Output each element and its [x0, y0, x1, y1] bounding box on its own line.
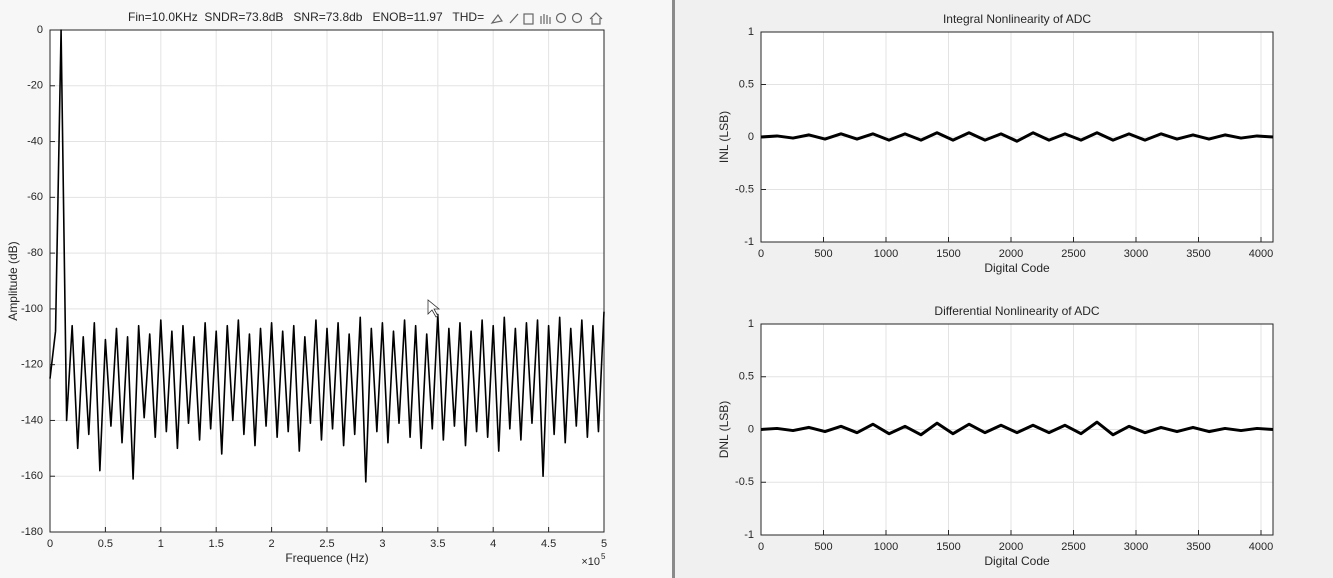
x-tick-label: 2: [269, 538, 275, 550]
axes-box: [49, 29, 605, 533]
y-axis-label: DNL (LSB): [717, 401, 731, 459]
data-tip-icon[interactable]: [490, 13, 503, 24]
toolbar[interactable]: [490, 12, 603, 25]
y-tick-label: -160: [21, 470, 43, 482]
y-tick-label: -60: [27, 191, 43, 203]
y-tick-label: -180: [21, 526, 43, 538]
home-icon[interactable]: [589, 12, 603, 25]
x-tick-label: 1000: [874, 248, 898, 260]
x-tick-label: 3000: [1124, 541, 1148, 553]
y-tick-label: -20: [27, 80, 43, 92]
y-tick-label: -100: [21, 303, 43, 315]
x-tick-label: 3.5: [430, 538, 445, 550]
chart-title: Differential Nonlinearity of ADC: [934, 304, 1100, 318]
x-tick-label: 2000: [999, 541, 1023, 553]
data-line: [49, 29, 605, 483]
pan-icon[interactable]: [540, 14, 551, 24]
x-tick-label: 0: [758, 248, 764, 260]
y-axis-label: INL (LSB): [717, 111, 731, 163]
x-tick-label: 500: [814, 541, 832, 553]
x-multiplier: ×10: [581, 556, 600, 568]
y-tick-label: 0.5: [739, 371, 754, 383]
x-tick-label: 1.5: [209, 538, 224, 550]
x-tick-label: 4: [490, 538, 496, 550]
y-tick-label: -1: [744, 236, 754, 248]
y-tick-label: -1: [744, 529, 754, 541]
x-tick-label: 3000: [1124, 248, 1148, 260]
x-tick-label: 3500: [1186, 248, 1210, 260]
y-tick-label: -0.5: [735, 183, 754, 195]
y-tick-label: -80: [27, 247, 43, 259]
x-tick-label: 1500: [936, 541, 960, 553]
cursor: [427, 299, 441, 318]
y-tick-label: 0.5: [739, 78, 754, 90]
chart-title: Fin=10.0KHz SNDR=73.8dB SNR=73.8db ENOB=…: [128, 10, 484, 24]
x-tick-label: 4000: [1249, 248, 1273, 260]
chart-title: Integral Nonlinearity of ADC: [943, 12, 1091, 26]
x-tick-label: 1: [158, 538, 164, 550]
x-tick-label: 0: [47, 538, 53, 550]
y-tick-label: 0: [748, 423, 754, 435]
x-tick-label: 3: [379, 538, 385, 550]
data-line: [760, 420, 1274, 437]
x-tick-label: 2500: [1061, 248, 1085, 260]
zoom-in-icon[interactable]: [555, 12, 567, 24]
y-tick-label: -0.5: [735, 476, 754, 488]
y-tick-label: 1: [748, 318, 754, 330]
x-tick-label: 2500: [1061, 541, 1085, 553]
y-axis-label: Amplitude (dB): [6, 241, 20, 320]
y-tick-label: 0: [748, 131, 754, 143]
x-tick-label: 500: [814, 248, 832, 260]
y-tick-label: -140: [21, 414, 43, 426]
x-tick-label: 4.5: [541, 538, 556, 550]
x-multiplier-exponent: 5: [601, 552, 606, 561]
zoom-out-icon[interactable]: [571, 12, 583, 24]
x-tick-label: 1500: [936, 248, 960, 260]
x-axis-label: Digital Code: [984, 261, 1050, 275]
x-tick-label: 1000: [874, 541, 898, 553]
legend-icon[interactable]: [523, 13, 534, 25]
x-tick-label: 3500: [1186, 541, 1210, 553]
y-tick-label: 0: [37, 24, 43, 36]
y-tick-label: -120: [21, 359, 43, 371]
data-line: [760, 131, 1274, 143]
divider: [672, 0, 675, 578]
x-tick-label: 4000: [1249, 541, 1273, 553]
x-axis-label: Frequence (Hz): [285, 551, 368, 565]
y-tick-label: 1: [748, 26, 754, 38]
x-axis-label: Digital Code: [984, 554, 1050, 568]
x-tick-label: 2000: [999, 248, 1023, 260]
x-tick-label: 2.5: [319, 538, 334, 550]
brush-icon[interactable]: [509, 13, 519, 24]
y-tick-label: -40: [27, 135, 43, 147]
x-tick-label: 5: [601, 538, 607, 550]
x-tick-label: 0: [758, 541, 764, 553]
x-tick-label: 0.5: [98, 538, 113, 550]
